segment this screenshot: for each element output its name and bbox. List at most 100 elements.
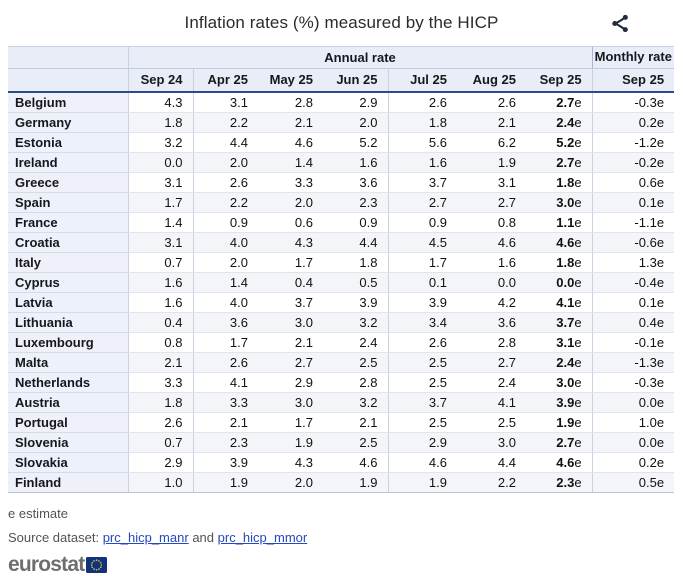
annual-value-cell: 3.7: [388, 392, 457, 413]
eurostat-logo: eurostat: [8, 554, 683, 575]
annual-value-cell: 2.6: [388, 332, 457, 353]
annual-value-cell: 1.6: [323, 152, 389, 173]
annual-estimate-cell: 2.4e: [526, 352, 593, 373]
annual-value-cell: 0.6: [258, 212, 323, 233]
annual-value-cell: 4.6: [258, 132, 323, 153]
annual-value-cell: 2.6: [128, 412, 194, 433]
annual-estimate-cell: 3.9e: [526, 392, 593, 413]
annual-value-cell: 3.9: [388, 292, 457, 313]
annual-value-cell: 4.4: [323, 232, 389, 253]
annual-value-cell: 0.1: [388, 272, 457, 293]
monthly-estimate-cell: 0.4e: [591, 312, 675, 333]
annual-value-cell: 1.4: [258, 152, 323, 173]
annual-value-cell: 3.0: [258, 312, 323, 333]
annual-estimate-cell: 2.7e: [526, 432, 593, 453]
eurostat-logo-text: eurostat: [8, 553, 85, 576]
country-cell: Portugal: [8, 412, 129, 433]
annual-estimate-cell: 4.6e: [526, 232, 593, 253]
annual-value-cell: 2.1: [457, 112, 526, 133]
monthly-estimate-cell: -1.2e: [591, 132, 675, 153]
annual-value-cell: 4.4: [457, 452, 526, 473]
annual-value-cell: 0.8: [457, 212, 526, 233]
annual-value-cell: 2.3: [323, 192, 389, 213]
annual-value-cell: 3.2: [323, 312, 389, 333]
monthly-estimate-cell: 1.3e: [591, 252, 675, 273]
table-row: Portugal 2.6 2.1 1.7 2.1 2.5 2.5 1.9e 1.0e: [8, 412, 675, 433]
table-row: Lithuania 0.4 3.6 3.0 3.2 3.4 3.6 3.7e 0.4e: [8, 312, 675, 333]
page-title: Inflation rates (%) measured by the HICP: [184, 13, 499, 32]
annual-value-cell: 3.2: [323, 392, 389, 413]
annual-value-cell: 3.6: [457, 312, 526, 333]
annual-value-cell: 2.0: [258, 192, 323, 213]
annual-value-cell: 0.5: [323, 272, 389, 293]
source-link-mmor[interactable]: prc_hicp_mmor: [217, 530, 308, 545]
inflation-table: Annual rate Monthly rate Sep 24 Apr 25 M…: [8, 46, 675, 493]
annual-value-cell: 0.8: [128, 332, 194, 353]
column-header-aug25: Aug 25: [457, 68, 526, 93]
annual-value-cell: 3.2: [128, 132, 194, 153]
annual-value-cell: 2.8: [323, 372, 389, 393]
source-link-manr[interactable]: prc_hicp_manr: [102, 530, 189, 545]
annual-value-cell: 2.8: [457, 332, 526, 353]
country-cell: Estonia: [8, 132, 129, 153]
annual-value-cell: 0.4: [128, 312, 194, 333]
country-cell: Latvia: [8, 292, 129, 313]
annual-value-cell: 3.0: [258, 392, 323, 413]
annual-value-cell: 4.3: [258, 452, 323, 473]
monthly-estimate-cell: 1.0e: [591, 412, 675, 433]
annual-value-cell: 0.4: [258, 272, 323, 293]
annual-value-cell: 2.6: [457, 92, 526, 113]
annual-value-cell: 1.8: [388, 112, 457, 133]
annual-value-cell: 0.0: [457, 272, 526, 293]
annual-value-cell: 2.2: [193, 192, 258, 213]
annual-value-cell: 2.2: [457, 472, 526, 493]
monthly-estimate-cell: -1.3e: [591, 352, 675, 373]
country-column-header: [8, 68, 129, 93]
monthly-estimate-cell: 0.5e: [591, 472, 675, 493]
annual-value-cell: 2.7: [457, 352, 526, 373]
annual-value-cell: 0.7: [128, 252, 194, 273]
annual-value-cell: 0.9: [193, 212, 258, 233]
table-row: Ireland 0.0 2.0 1.4 1.6 1.6 1.9 2.7e -0.2e: [8, 152, 675, 173]
annual-value-cell: 2.1: [258, 112, 323, 133]
monthly-estimate-cell: -0.6e: [591, 232, 675, 253]
annual-estimate-cell: 2.7e: [526, 92, 593, 113]
country-cell: Greece: [8, 172, 129, 193]
annual-value-cell: 1.9: [323, 472, 389, 493]
country-cell: Belgium: [8, 92, 129, 113]
table-row: Italy 0.7 2.0 1.7 1.8 1.7 1.6 1.8e 1.3e: [8, 252, 675, 273]
annual-value-cell: 4.4: [193, 132, 258, 153]
eu-flag-icon: [86, 556, 108, 573]
country-cell: Malta: [8, 352, 129, 373]
table-row: Slovenia 0.7 2.3 1.9 2.5 2.9 3.0 2.7e 0.0e: [8, 432, 675, 453]
annual-value-cell: 3.1: [193, 92, 258, 113]
monthly-estimate-cell: 0.2e: [591, 112, 675, 133]
column-header-jun25: Jun 25: [323, 68, 389, 93]
country-cell: Germany: [8, 112, 129, 133]
share-button[interactable]: [608, 11, 632, 35]
annual-estimate-cell: 3.1e: [526, 332, 593, 353]
annual-value-cell: 2.5: [388, 412, 457, 433]
annual-value-cell: 4.2: [457, 292, 526, 313]
country-cell: Lithuania: [8, 312, 129, 333]
annual-value-cell: 1.9: [193, 472, 258, 493]
annual-value-cell: 2.8: [258, 92, 323, 113]
column-header-row: Sep 24 Apr 25 May 25 Jun 25 Jul 25 Aug 2…: [8, 68, 675, 93]
annual-value-cell: 1.7: [258, 252, 323, 273]
monthly-rate-group-header: Monthly rate: [591, 46, 675, 69]
country-cell: France: [8, 212, 129, 233]
annual-value-cell: 2.0: [193, 152, 258, 173]
monthly-estimate-cell: 0.1e: [591, 292, 675, 313]
annual-value-cell: 2.1: [128, 352, 194, 373]
annual-value-cell: 4.0: [193, 232, 258, 253]
annual-value-cell: 2.0: [193, 252, 258, 273]
annual-value-cell: 3.1: [128, 232, 194, 253]
annual-value-cell: 3.3: [258, 172, 323, 193]
annual-value-cell: 1.6: [128, 292, 194, 313]
country-cell: Ireland: [8, 152, 129, 173]
table-row: Finland 1.0 1.9 2.0 1.9 1.9 2.2 2.3e 0.5e: [8, 472, 675, 493]
annual-value-cell: 4.5: [388, 232, 457, 253]
annual-value-cell: 1.6: [388, 152, 457, 173]
annual-value-cell: 3.7: [258, 292, 323, 313]
annual-value-cell: 4.6: [323, 452, 389, 473]
